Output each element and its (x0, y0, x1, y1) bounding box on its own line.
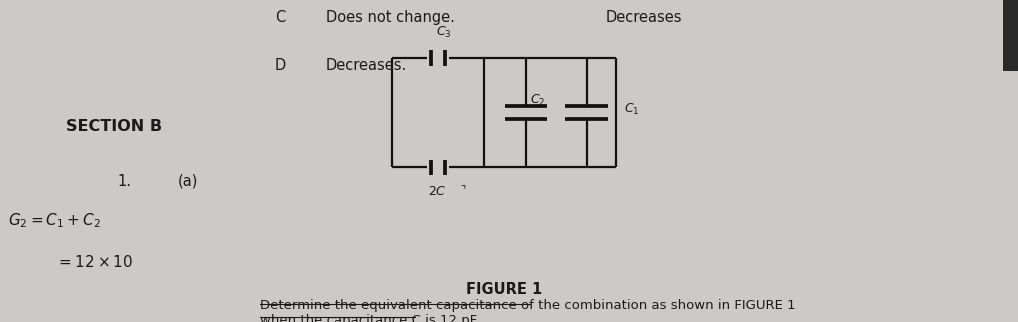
Text: Does not change.: Does not change. (326, 10, 455, 25)
Text: $C_1$: $C_1$ (624, 102, 639, 117)
Text: Decreases.: Decreases. (326, 58, 407, 73)
Text: $C_3$: $C_3$ (436, 25, 451, 40)
Text: D: D (275, 58, 286, 73)
Text: FIGURE 1: FIGURE 1 (466, 282, 542, 297)
Text: SECTION B: SECTION B (66, 119, 162, 134)
Text: Decreases: Decreases (606, 10, 682, 25)
Text: $C_2$: $C_2$ (530, 93, 546, 108)
Text: $2C$: $2C$ (428, 185, 446, 198)
Text: when the capacitance C is 12 pF.: when the capacitance C is 12 pF. (260, 314, 478, 322)
Text: Determine the equivalent capacitance of the combination as shown in FIGURE 1: Determine the equivalent capacitance of … (260, 299, 795, 312)
Text: (a): (a) (178, 174, 199, 189)
Bar (1003, 0, 1018, 71)
Text: $\urcorner$: $\urcorner$ (460, 183, 466, 193)
Text: 1.: 1. (117, 174, 131, 189)
Text: $G_2 = C_1 + C_2$: $G_2 = C_1 + C_2$ (8, 211, 101, 230)
Text: $= 12 \times 10$: $= 12 \times 10$ (56, 254, 133, 270)
Text: C: C (275, 10, 285, 25)
